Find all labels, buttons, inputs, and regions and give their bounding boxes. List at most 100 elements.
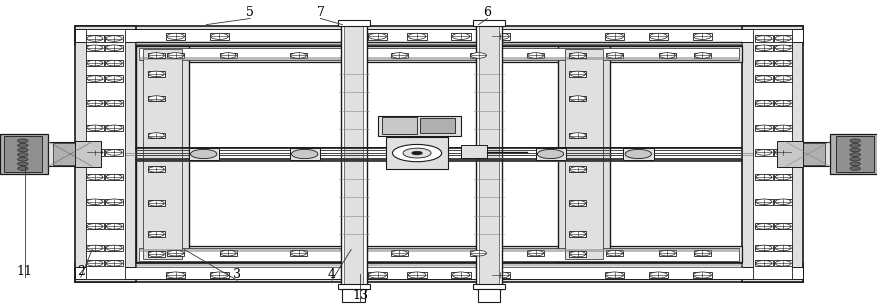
- Bar: [605, 250, 623, 256]
- Bar: [473, 20, 504, 26]
- Circle shape: [755, 100, 771, 106]
- Circle shape: [411, 151, 422, 155]
- Bar: [475, 23, 502, 289]
- Bar: [557, 46, 610, 262]
- Circle shape: [849, 162, 859, 166]
- Bar: [139, 48, 738, 60]
- Bar: [75, 267, 802, 279]
- Circle shape: [569, 231, 585, 237]
- Circle shape: [849, 139, 859, 143]
- Circle shape: [87, 125, 103, 131]
- Circle shape: [452, 33, 469, 39]
- Circle shape: [87, 45, 103, 51]
- Bar: [143, 49, 182, 259]
- Bar: [139, 248, 738, 261]
- Circle shape: [694, 250, 709, 256]
- Bar: [526, 52, 544, 59]
- Circle shape: [368, 33, 386, 39]
- Circle shape: [167, 272, 184, 278]
- Bar: [147, 231, 164, 237]
- Circle shape: [527, 53, 543, 58]
- Circle shape: [849, 157, 859, 161]
- Bar: [754, 199, 772, 205]
- Bar: [147, 95, 164, 101]
- Bar: [105, 60, 123, 66]
- Bar: [105, 245, 123, 251]
- Circle shape: [148, 231, 164, 237]
- Bar: [604, 272, 624, 278]
- Bar: [785, 142, 829, 166]
- Circle shape: [606, 53, 622, 58]
- Bar: [490, 272, 510, 278]
- Circle shape: [755, 245, 771, 251]
- Circle shape: [168, 250, 183, 256]
- Circle shape: [605, 272, 623, 278]
- Bar: [147, 71, 164, 77]
- Bar: [798, 143, 824, 165]
- Bar: [386, 137, 447, 169]
- Bar: [776, 141, 802, 167]
- Text: 2: 2: [77, 265, 84, 278]
- Bar: [569, 71, 586, 77]
- Bar: [381, 117, 417, 134]
- Bar: [166, 272, 185, 278]
- Circle shape: [148, 133, 164, 138]
- Bar: [391, 250, 407, 256]
- Circle shape: [403, 148, 431, 158]
- Bar: [166, 33, 185, 40]
- Bar: [479, 25, 498, 288]
- Bar: [86, 60, 103, 66]
- Bar: [75, 141, 101, 167]
- Bar: [340, 23, 367, 289]
- Bar: [623, 148, 653, 160]
- Circle shape: [605, 33, 623, 39]
- Bar: [219, 250, 237, 256]
- Circle shape: [774, 174, 790, 180]
- Bar: [75, 26, 802, 45]
- Bar: [105, 125, 123, 131]
- Circle shape: [755, 125, 771, 131]
- Circle shape: [537, 149, 563, 159]
- Bar: [407, 33, 426, 40]
- Bar: [105, 149, 123, 156]
- Circle shape: [569, 167, 585, 172]
- Circle shape: [774, 245, 790, 251]
- Circle shape: [774, 45, 790, 51]
- Bar: [569, 200, 586, 206]
- Bar: [569, 231, 586, 237]
- Bar: [648, 272, 667, 278]
- Circle shape: [624, 149, 651, 159]
- Circle shape: [452, 272, 469, 278]
- Bar: [86, 100, 103, 106]
- Circle shape: [755, 60, 771, 66]
- Bar: [473, 284, 504, 289]
- Circle shape: [755, 36, 771, 41]
- Bar: [86, 149, 103, 156]
- Bar: [419, 118, 454, 133]
- Bar: [75, 29, 802, 42]
- Bar: [105, 260, 123, 266]
- Bar: [754, 75, 772, 82]
- Bar: [147, 132, 164, 138]
- Circle shape: [569, 251, 585, 257]
- Circle shape: [148, 53, 164, 58]
- Circle shape: [190, 149, 217, 159]
- Bar: [774, 75, 791, 82]
- Bar: [569, 132, 586, 138]
- Circle shape: [106, 261, 122, 266]
- Bar: [754, 245, 772, 251]
- Circle shape: [106, 199, 122, 205]
- Circle shape: [87, 245, 103, 251]
- Bar: [774, 149, 791, 156]
- Circle shape: [87, 76, 103, 81]
- Bar: [774, 100, 791, 106]
- Circle shape: [649, 272, 667, 278]
- Circle shape: [755, 150, 771, 155]
- Circle shape: [391, 53, 407, 58]
- Bar: [86, 223, 103, 229]
- Bar: [754, 174, 772, 180]
- Bar: [377, 116, 460, 136]
- Circle shape: [167, 33, 184, 39]
- Circle shape: [659, 53, 674, 58]
- Bar: [147, 200, 164, 206]
